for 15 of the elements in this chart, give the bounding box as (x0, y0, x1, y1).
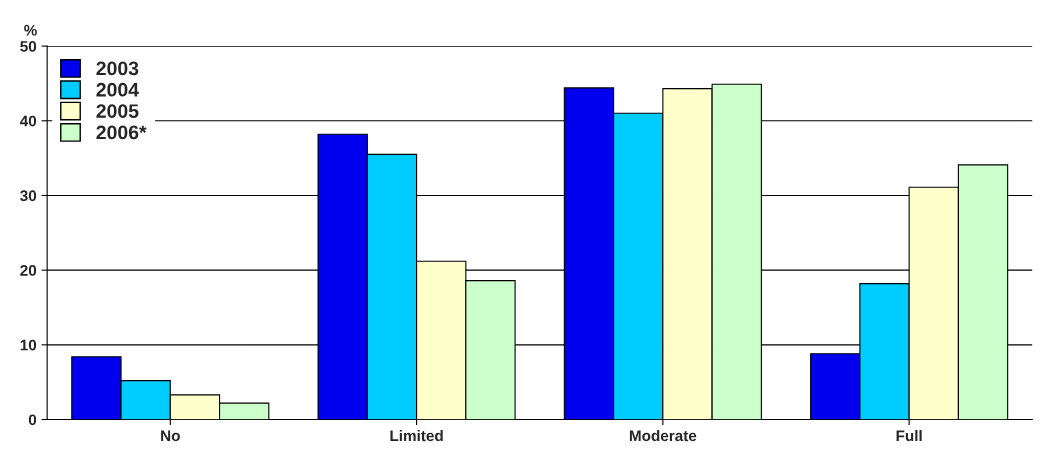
y-tick-label: 40 (19, 115, 37, 127)
y-tick-label: 20 (20, 265, 37, 276)
legend-label: 2003 (96, 61, 139, 76)
y-tick-label: 0 (28, 414, 37, 426)
legend-label: 2004 (96, 82, 139, 97)
x-tick-label: No (161, 430, 180, 442)
legend-label: 2005 (96, 104, 139, 118)
y-tick-label: 50 (20, 40, 37, 52)
legend-label: 2006* (96, 125, 147, 140)
y-tick-label: 10 (20, 339, 37, 351)
y-tick-label: 30 (20, 190, 37, 202)
x-tick-label: Full (896, 429, 922, 442)
x-tick-label: Limited (390, 429, 443, 442)
x-tick-label: Moderate (629, 429, 697, 442)
y-axis-title: % (24, 24, 37, 36)
